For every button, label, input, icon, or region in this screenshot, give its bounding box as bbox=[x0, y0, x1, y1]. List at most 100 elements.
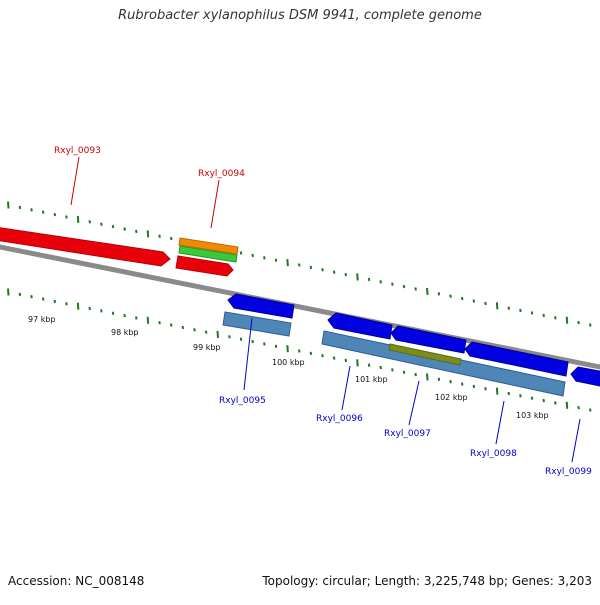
scale-label-98: 98 kbp bbox=[111, 328, 139, 337]
inner-ring-tick bbox=[449, 380, 452, 384]
inner-ring-tick bbox=[18, 292, 22, 297]
outer-ring-tick bbox=[111, 224, 115, 229]
inner-ring-tick bbox=[204, 330, 208, 334]
outer-ring-tick bbox=[495, 302, 499, 310]
gene-rxyl-0097-arrow[interactable] bbox=[390, 325, 467, 354]
gene-rxyl-0098-arrow[interactable] bbox=[464, 341, 569, 377]
outer-ring-tick bbox=[286, 259, 289, 267]
inner-ring-tick bbox=[30, 295, 33, 299]
outer-ring-tick bbox=[76, 215, 80, 223]
gene-rxyl-0095-steelblue-feature[interactable] bbox=[222, 311, 292, 337]
leader-rxyl-0097 bbox=[408, 380, 420, 426]
outer-ring-tick bbox=[7, 201, 10, 209]
inner-ring-tick bbox=[228, 335, 231, 339]
inner-ring-tick bbox=[460, 382, 464, 386]
outer-ring-tick bbox=[321, 268, 324, 272]
inner-ring-tick bbox=[426, 373, 429, 381]
inner-ring-tick bbox=[41, 297, 45, 301]
inner-ring-tick bbox=[158, 321, 161, 325]
outer-ring-tick bbox=[356, 273, 359, 281]
outer-ring-tick bbox=[298, 263, 301, 267]
inner-ring-tick bbox=[484, 387, 487, 391]
inner-ring-tick bbox=[286, 345, 289, 353]
outer-ring-tick bbox=[589, 323, 592, 327]
gene-rxyl-0094-green-feature[interactable] bbox=[178, 245, 238, 263]
inner-ring-tick bbox=[577, 405, 580, 410]
outer-ring-tick bbox=[18, 205, 22, 210]
inner-ring-tick bbox=[367, 363, 371, 367]
gene-label-rxyl-0097[interactable]: Rxyl_0097 bbox=[384, 429, 431, 439]
gene-rxyl-0093-arrow[interactable] bbox=[0, 227, 171, 267]
leader-rxyl-0096 bbox=[341, 365, 351, 411]
gene-rxyl-0094-arrow[interactable] bbox=[175, 255, 234, 277]
gene-label-rxyl-0095[interactable]: Rxyl_0095 bbox=[219, 396, 266, 406]
outer-ring-tick bbox=[402, 284, 406, 289]
gene-label-rxyl-0099[interactable]: Rxyl_0099 bbox=[545, 467, 592, 477]
inner-tick-ring bbox=[7, 288, 592, 412]
inner-ring-tick bbox=[356, 359, 359, 367]
inner-ring-tick bbox=[65, 302, 68, 306]
outer-tick-ring bbox=[7, 201, 592, 327]
gene-rxyl-0095-arrow[interactable] bbox=[227, 293, 295, 319]
outer-ring-tick bbox=[507, 306, 511, 310]
scale-label-102: 102 kbp bbox=[435, 393, 468, 402]
inner-ring-tick bbox=[542, 398, 545, 403]
inner-ring-tick bbox=[344, 358, 348, 363]
scale-label-100: 100 kbp bbox=[272, 358, 305, 367]
outer-ring-tick bbox=[123, 227, 126, 231]
outer-ring-tick bbox=[530, 311, 534, 315]
inner-ring-tick bbox=[332, 356, 336, 360]
gene-label-rxyl-0098[interactable]: Rxyl_0098 bbox=[470, 449, 517, 459]
outer-ring-tick bbox=[519, 308, 522, 313]
outer-ring-tick bbox=[344, 272, 348, 277]
outer-ring-tick bbox=[135, 229, 138, 234]
inner-ring-tick bbox=[402, 370, 406, 374]
outer-ring-tick bbox=[449, 294, 452, 298]
gene-label-rxyl-0094[interactable]: Rxyl_0094 bbox=[198, 169, 245, 179]
outer-ring-tick bbox=[100, 222, 103, 226]
inner-ring-tick bbox=[519, 394, 522, 398]
inner-ring-tick bbox=[414, 372, 417, 377]
inner-ring-tick bbox=[298, 349, 301, 353]
gene-label-rxyl-0093[interactable]: Rxyl_0093 bbox=[54, 146, 101, 156]
gene-rxyl-0096-arrow[interactable] bbox=[327, 312, 393, 340]
outer-ring-tick bbox=[274, 258, 278, 262]
outer-ring-tick bbox=[391, 282, 394, 286]
inner-ring-tick bbox=[100, 309, 103, 313]
outer-ring-tick bbox=[379, 280, 382, 284]
outer-ring-tick bbox=[30, 208, 33, 212]
inner-ring-tick bbox=[554, 401, 557, 405]
inner-ring-tick bbox=[181, 325, 185, 330]
genome-title: Rubrobacter xylanophilus DSM 9941, compl… bbox=[118, 8, 482, 23]
inner-ring-tick bbox=[88, 306, 91, 311]
inner-ring-tick bbox=[391, 368, 394, 372]
outer-ring-tick bbox=[542, 313, 545, 318]
inner-ring-tick bbox=[472, 384, 476, 389]
outer-ring-tick bbox=[53, 212, 57, 217]
outer-ring-tick bbox=[239, 251, 243, 255]
outer-ring-tick bbox=[309, 265, 313, 270]
gene-rxyl-0099-arrow[interactable] bbox=[570, 366, 600, 387]
genome-info-label: Topology: circular; Length: 3,225,748 bp… bbox=[262, 574, 592, 588]
gene-rxyl-0094-orange-feature[interactable] bbox=[178, 237, 239, 255]
gene-label-rxyl-0096[interactable]: Rxyl_0096 bbox=[316, 414, 363, 424]
inner-ring-tick bbox=[76, 302, 80, 310]
inner-ring-tick bbox=[7, 288, 10, 296]
outer-ring-tick bbox=[554, 316, 557, 320]
gene-rxyl-0096-0098-steelblue-feature[interactable] bbox=[321, 330, 566, 397]
gene-rxyl-0097-olive-feature[interactable] bbox=[388, 343, 462, 366]
leader-rxyl-0094 bbox=[210, 179, 220, 229]
genome-backbone bbox=[0, 244, 600, 370]
inner-ring-tick bbox=[123, 313, 126, 318]
outer-ring-tick bbox=[88, 220, 91, 224]
inner-ring-tick bbox=[53, 299, 57, 304]
inner-ring-tick bbox=[274, 344, 278, 348]
scale-label-97: 97 kbp bbox=[28, 315, 56, 324]
inner-ring-tick bbox=[379, 365, 382, 370]
scale-label-103: 103 kbp bbox=[516, 411, 549, 420]
inner-ring-tick bbox=[251, 339, 254, 344]
inner-ring-tick bbox=[146, 316, 150, 324]
outer-ring-tick bbox=[460, 296, 464, 301]
scale-label-99: 99 kbp bbox=[193, 343, 221, 352]
outer-ring-tick bbox=[332, 270, 336, 274]
